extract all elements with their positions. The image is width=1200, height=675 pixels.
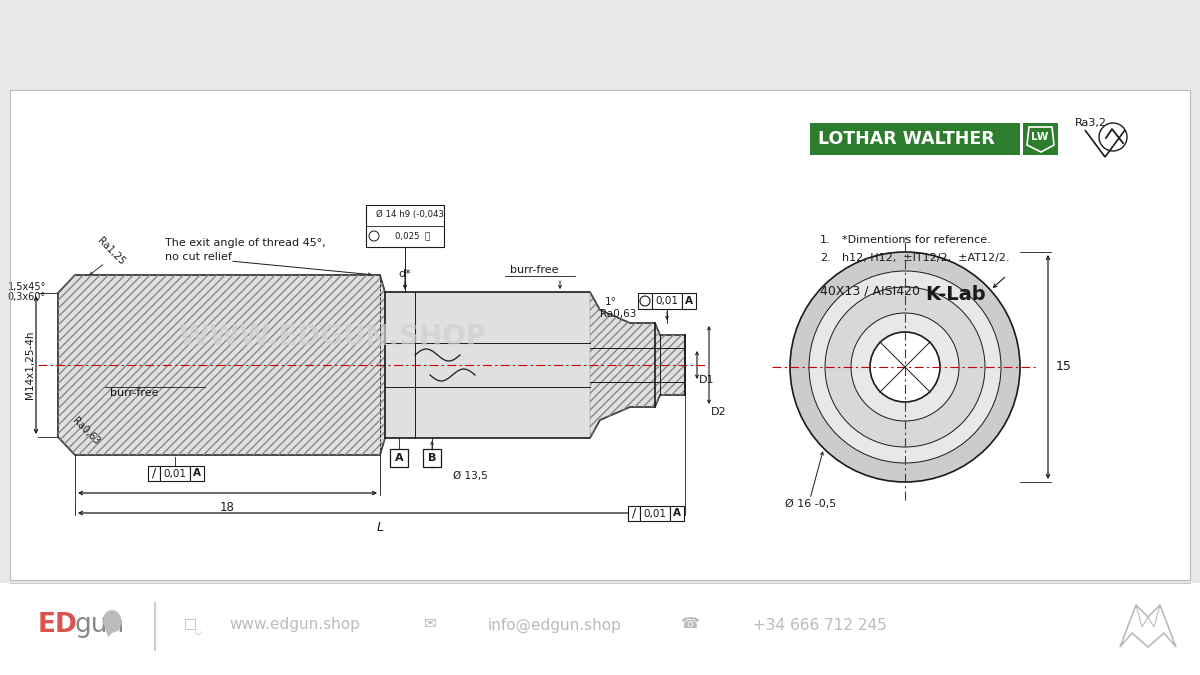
Text: /: /	[152, 467, 156, 480]
Bar	[366, 205, 444, 247]
Text: L: L	[377, 521, 384, 534]
Text: 15: 15	[1056, 360, 1072, 373]
Bar	[10, 90, 1190, 580]
Text: 0,01: 0,01	[655, 296, 678, 306]
Text: A: A	[395, 453, 403, 463]
Circle shape	[809, 271, 1001, 463]
Text: LOTHAR WALTHER: LOTHAR WALTHER	[818, 130, 995, 148]
Text: burr-free: burr-free	[510, 265, 558, 275]
Text: d*: d*	[398, 269, 412, 279]
Text: 1°: 1°	[605, 297, 617, 307]
Text: 2.: 2.	[820, 253, 830, 263]
Text: LW: LW	[1031, 132, 1049, 142]
Text: ✉: ✉	[424, 616, 437, 630]
Circle shape	[826, 287, 985, 447]
Text: WWW.EDGUN.SHOP: WWW.EDGUN.SHOP	[179, 323, 486, 351]
Text: info@edgun.shop: info@edgun.shop	[488, 618, 622, 632]
Circle shape	[870, 332, 940, 402]
Polygon shape	[58, 275, 685, 455]
Text: ◡: ◡	[193, 626, 203, 636]
Bar	[638, 293, 652, 309]
Text: B: B	[428, 453, 436, 463]
Text: ED: ED	[38, 612, 78, 638]
Text: The exit angle of thread 45°,: The exit angle of thread 45°,	[166, 238, 325, 248]
Text: D1: D1	[698, 375, 714, 385]
Circle shape	[790, 252, 1020, 482]
Bar	[652, 293, 682, 309]
Text: 0,01: 0,01	[643, 508, 666, 518]
Text: 40X13 / AISI420: 40X13 / AISI420	[820, 285, 920, 298]
Text: A: A	[193, 468, 202, 479]
Text: □: □	[184, 616, 197, 630]
Bar	[810, 123, 1020, 155]
Bar	[190, 466, 204, 481]
Text: 0,025  Ⓐ: 0,025 Ⓐ	[395, 232, 431, 240]
Text: *Dimentions for reference.: *Dimentions for reference.	[842, 235, 991, 245]
Text: 0,01: 0,01	[163, 468, 186, 479]
Circle shape	[851, 313, 959, 421]
Text: Ra1,25: Ra1,25	[95, 236, 126, 267]
Text: h12, H12,  ±IT12/2,  ±AT12/2.: h12, H12, ±IT12/2, ±AT12/2.	[842, 253, 1009, 263]
Text: 18: 18	[220, 501, 235, 514]
Text: www.edgun.shop: www.edgun.shop	[229, 618, 360, 632]
Text: ☎: ☎	[680, 616, 700, 630]
Polygon shape	[103, 610, 122, 637]
Text: Ø 16 -0,5: Ø 16 -0,5	[785, 499, 836, 509]
Text: Ra0,63: Ra0,63	[70, 416, 101, 447]
Bar	[670, 506, 684, 521]
Text: M14x1,25-4h: M14x1,25-4h	[25, 331, 35, 399]
Bar	[628, 506, 640, 521]
Bar	[424, 449, 442, 467]
Text: +34 666 712 245: +34 666 712 245	[754, 618, 887, 632]
Text: 1.: 1.	[820, 235, 830, 245]
Bar	[682, 293, 696, 309]
Text: 1,5x45°: 1,5x45°	[7, 282, 46, 292]
Text: /: /	[632, 507, 636, 520]
Bar	[770, 220, 1040, 490]
Bar	[0, 583, 1200, 675]
Bar	[640, 506, 670, 521]
Text: burr-free: burr-free	[110, 388, 158, 398]
Text: A: A	[685, 296, 694, 306]
Text: 0,3x60°: 0,3x60°	[8, 292, 46, 302]
Text: Ra0,63: Ra0,63	[600, 309, 636, 319]
Text: Ø 13,5: Ø 13,5	[454, 471, 487, 481]
Text: K-Lab: K-Lab	[925, 285, 985, 304]
Text: Ø 14 h9 (-0,043: Ø 14 h9 (-0,043	[376, 211, 444, 219]
Bar	[390, 449, 408, 467]
Bar	[148, 466, 160, 481]
Text: no cut relief: no cut relief	[166, 252, 232, 262]
Bar	[160, 466, 190, 481]
Text: D2: D2	[710, 407, 727, 417]
Text: A: A	[673, 508, 682, 518]
Text: gun: gun	[74, 612, 125, 638]
Bar	[10, 90, 1190, 580]
Bar	[1022, 123, 1058, 155]
Text: Ra3,2: Ra3,2	[1075, 118, 1108, 128]
